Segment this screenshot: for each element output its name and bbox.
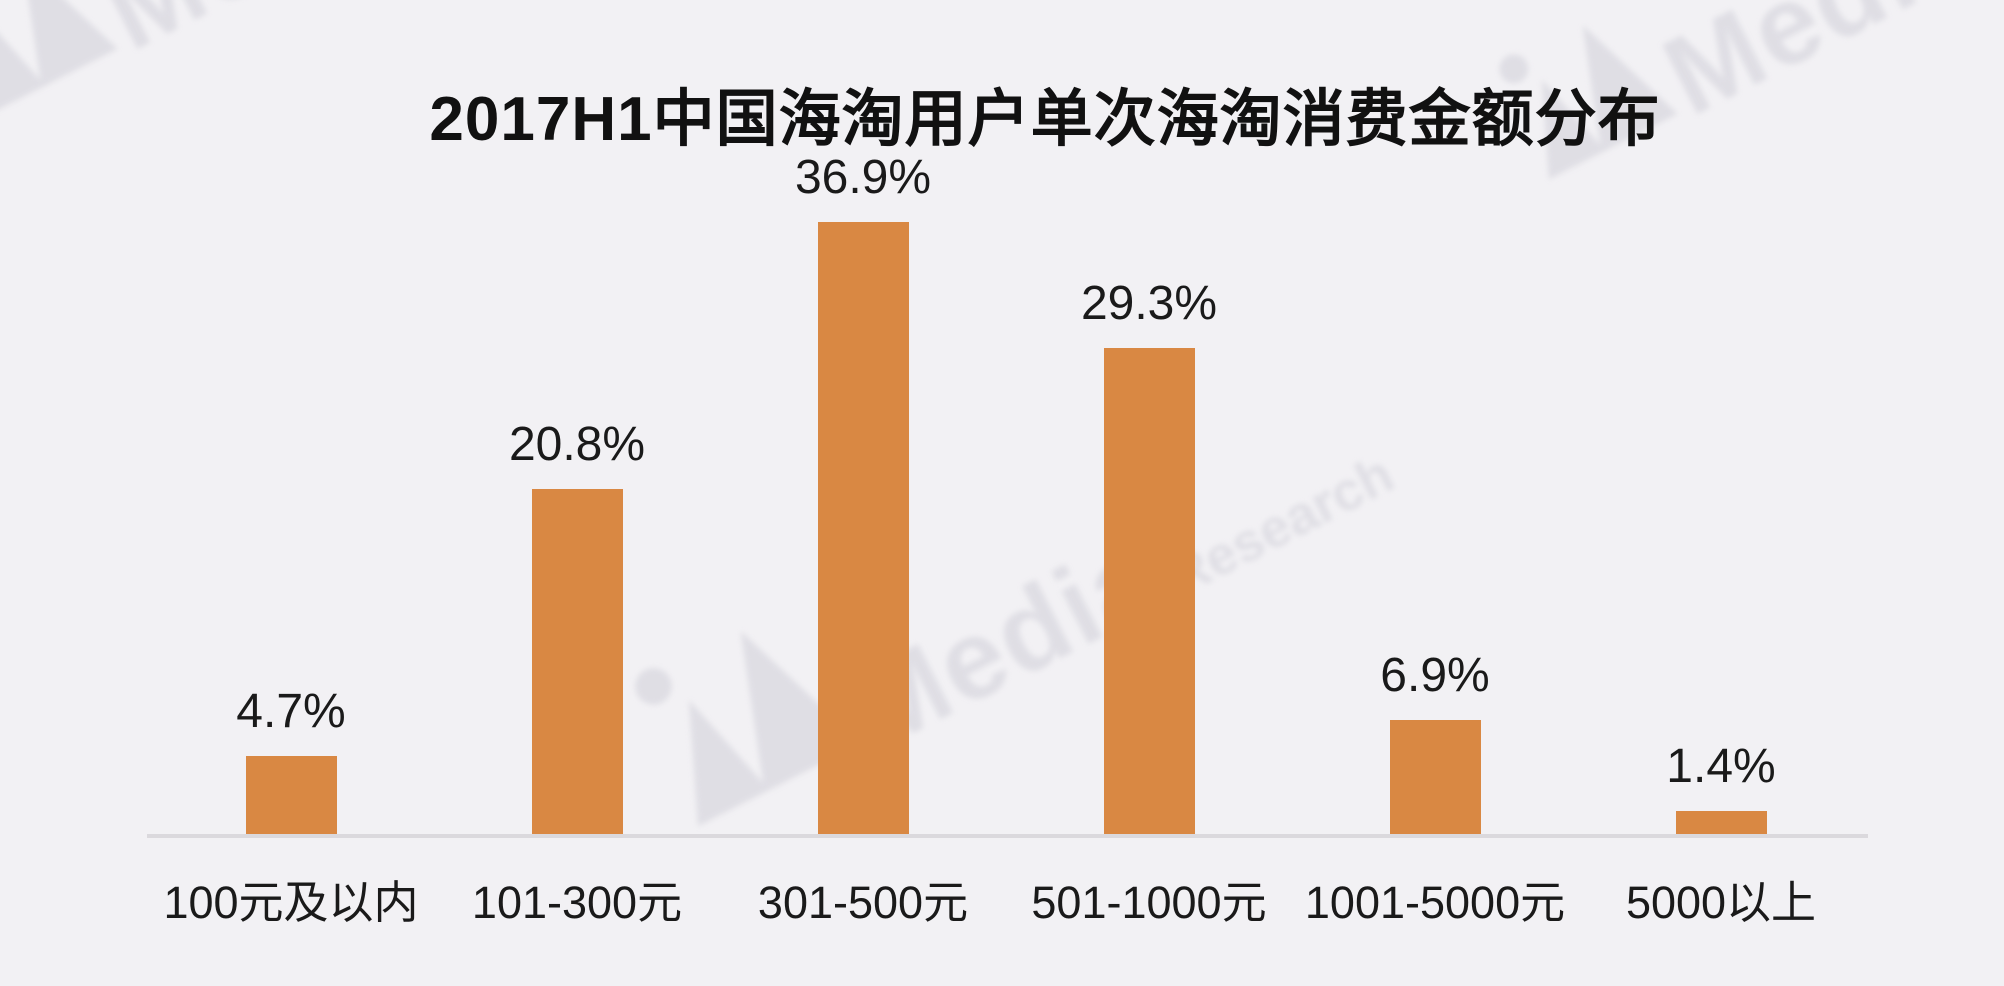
bar [1389, 720, 1481, 834]
bar-value-label: 29.3% [1080, 277, 1218, 330]
bar [531, 489, 623, 834]
bar [245, 756, 337, 834]
x-axis-line [147, 834, 1868, 838]
chart-title: 2017H1中国海淘用户单次海淘消费金额分布 [429, 84, 1661, 154]
watermark-brand-secondary-text: Research [1159, 443, 1404, 608]
x-axis-label: 5000以上 [1625, 877, 1817, 928]
watermark-brand-text: Media [85, 0, 433, 74]
bar-value-label: 36.9% [794, 151, 932, 204]
bar [817, 222, 909, 834]
watermark-brand-text: Media [1645, 0, 1994, 140]
bar-value-label: 20.8% [508, 418, 646, 471]
x-axis-label: 100元及以内 [163, 877, 419, 928]
bar [1675, 811, 1767, 834]
x-axis-label: 101-300元 [471, 877, 683, 928]
x-axis-label: 1001-5000元 [1304, 877, 1566, 928]
bar-value-label: 4.7% [236, 685, 346, 738]
bar-value-label: 6.9% [1380, 649, 1490, 702]
bar-value-label: 1.4% [1666, 740, 1776, 793]
x-axis-label: 301-500元 [757, 877, 969, 928]
x-axis-label: 501-1000元 [1031, 877, 1267, 928]
iimedia-watermark-center: Media Research [608, 310, 1404, 849]
iimedia-logo-icon [0, 0, 125, 131]
bar [1103, 348, 1195, 834]
